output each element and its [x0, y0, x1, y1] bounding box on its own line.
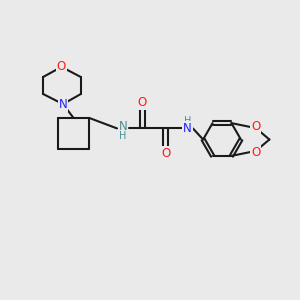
Text: H: H	[119, 131, 127, 141]
Text: N: N	[58, 98, 68, 111]
Text: O: O	[251, 120, 260, 133]
Text: O: O	[138, 96, 147, 109]
Text: O: O	[251, 146, 260, 159]
Text: H: H	[184, 116, 191, 126]
Text: O: O	[57, 60, 66, 74]
Text: N: N	[183, 122, 192, 135]
Text: O: O	[161, 147, 170, 161]
Text: N: N	[118, 120, 127, 134]
